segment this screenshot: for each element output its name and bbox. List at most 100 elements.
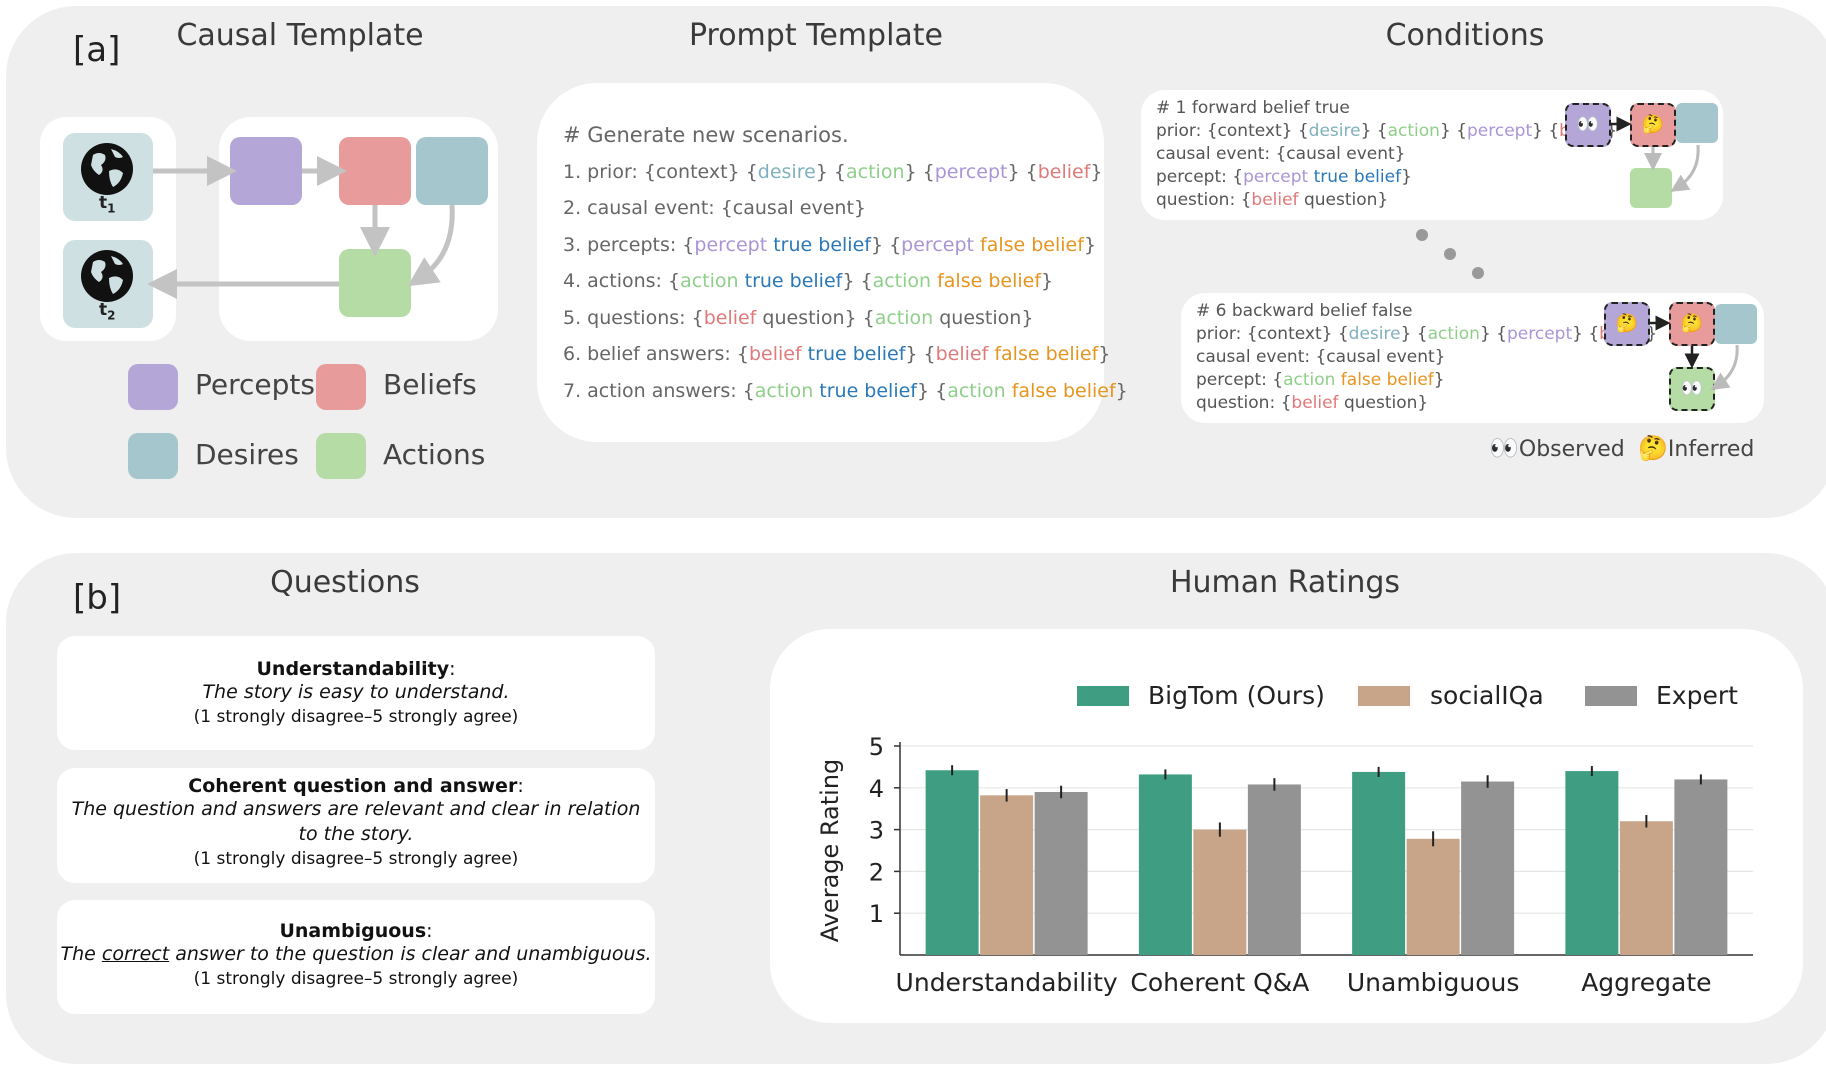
t2-label: t2 [99, 300, 116, 323]
inferred-thinking-icon: 🤔 [1615, 313, 1639, 334]
inferred-thinking-icon: 🤔 [1638, 434, 1668, 462]
legend-actions-label: Actions [383, 438, 486, 471]
condition-1-question: question: {belief question} [1156, 190, 1389, 210]
y-tick-label: 5 [869, 733, 884, 761]
legend-beliefs-swatch [316, 364, 366, 410]
x-tick-label: Coherent Q&A [1130, 968, 1309, 997]
legend-label-expert: Expert [1656, 681, 1738, 710]
ellipsis-dot [1472, 267, 1484, 279]
question-title: Coherent question and answer: [188, 775, 524, 797]
question-statement: The correct answer to the question is cl… [60, 943, 652, 965]
panel-a-tag: [a] [73, 30, 121, 70]
question-scale: (1 strongly disagree–5 strongly agree) [193, 849, 519, 869]
legend-beliefs-label: Beliefs [383, 368, 477, 401]
c6-belief-node: 🤔 [1669, 302, 1715, 346]
condition-1-percept: percept: {percept true belief} [1156, 167, 1412, 187]
prompt-line-7: 7. action answers: {action true belief} … [563, 379, 1128, 402]
bar [1461, 781, 1515, 955]
bar [1247, 784, 1301, 955]
c6-desire-node [1715, 304, 1757, 344]
x-tick-label: Unambiguous [1347, 968, 1520, 997]
prompt-line-2: 2. causal event: {causal event} [563, 197, 866, 219]
t1-label: t1 [99, 193, 116, 216]
question-title: Unambiguous: [279, 920, 433, 942]
prompt-line-6: 6. belief answers: {belief true belief} … [563, 343, 1111, 365]
observed-eyes-icon: 👀 [1576, 114, 1600, 135]
questions-title: Questions [270, 565, 420, 600]
prompt-line-1: 1. prior: {context} {desire} {action} {p… [563, 160, 1103, 183]
condition-6-percept: percept: {action false belief} [1196, 370, 1445, 390]
prompt-lines: # Generate new scenarios. 1. prior: {con… [563, 117, 1128, 409]
question-statement: The story is easy to understand. [202, 681, 510, 703]
bar [1138, 774, 1192, 955]
condition-1-header: # 1 forward belief true [1156, 98, 1350, 118]
bar [1352, 771, 1406, 955]
y-tick-label: 4 [869, 775, 884, 803]
beliefs-node [339, 137, 411, 205]
question-scale: (1 strongly disagree–5 strongly agree) [193, 707, 519, 727]
prompt-line-5: 5. questions: {belief question} {action … [563, 306, 1034, 329]
c6-arrows [1650, 315, 1739, 390]
causal-arrows [147, 156, 455, 299]
condition-1-causal: causal event: {causal event} [1156, 144, 1406, 164]
inferred-thinking-icon: 🤔 [1641, 114, 1665, 135]
x-tick-label: Understandability [896, 968, 1118, 997]
condition-6-card [1181, 293, 1764, 423]
question-title: Understandability: [256, 658, 456, 680]
condition-6-header: # 6 backward belief false [1196, 301, 1413, 321]
inferred-legend: 🤔Inferred [1638, 434, 1755, 462]
observed-eyes-icon: 👀 [1489, 434, 1519, 462]
c1-action-node [1630, 168, 1672, 208]
question-statement: The question and answers are relevant an… [71, 798, 641, 845]
question-card-coherent: Coherent question and answer: The questi… [57, 768, 655, 883]
legend-desires-label: Desires [195, 438, 299, 471]
bar [1619, 821, 1673, 955]
bar [1674, 779, 1728, 955]
legend-swatch-expert [1585, 686, 1637, 706]
legend-label-bigtom: BigTom (Ours) [1148, 681, 1325, 710]
percepts-node [230, 137, 302, 205]
globe-icon [79, 248, 135, 308]
prompt-card [537, 83, 1104, 442]
legend-swatch-bigtom [1077, 686, 1129, 706]
prompt-line-3: 3. percepts: {percept true belief} {perc… [563, 233, 1097, 256]
legend-swatch-socialiqa [1358, 686, 1410, 706]
condition-6-causal: causal event: {causal event} [1196, 347, 1446, 367]
conditions-title: Conditions [1385, 18, 1545, 53]
bar [1406, 838, 1460, 955]
bar [1565, 771, 1619, 955]
actions-node [339, 249, 411, 317]
c1-desire-node [1676, 103, 1718, 143]
question-scale: (1 strongly disagree–5 strongly agree) [193, 969, 519, 989]
x-tick-label: Aggregate [1581, 968, 1711, 997]
legend-percepts-swatch [128, 364, 178, 410]
legend-actions-swatch [316, 433, 366, 479]
condition-6-question: question: {belief question} [1196, 393, 1429, 413]
legend-percepts-label: Percepts [195, 368, 315, 401]
bar [1193, 829, 1247, 955]
y-tick-label: 1 [869, 900, 884, 928]
c6-percept-node: 🤔 [1604, 302, 1650, 346]
question-card-unambiguous: Unambiguous: The correct answer to the q… [57, 900, 655, 1014]
legend-label-socialiqa: socialIQa [1430, 681, 1544, 710]
prompt-line-4: 4. actions: {action true belief} {action… [563, 270, 1054, 292]
ellipsis-dot [1444, 248, 1456, 260]
condition-6-text: # 6 backward belief false prior: {contex… [1196, 300, 1657, 415]
inferred-thinking-icon: 🤔 [1680, 313, 1704, 334]
desires-node [416, 137, 488, 205]
bar [980, 795, 1034, 955]
condition-1-text: # 1 forward belief true prior: {context}… [1156, 97, 1617, 212]
prompt-header: # Generate new scenarios. [563, 123, 849, 147]
bar [925, 770, 979, 955]
c6-action-node: 👀 [1669, 367, 1715, 411]
prompt-template-title: Prompt Template [688, 18, 944, 53]
y-tick-label: 2 [869, 858, 884, 886]
ellipsis-dot [1416, 229, 1428, 241]
observed-eyes-icon: 👀 [1680, 378, 1704, 399]
y-axis-label: Average Rating [816, 759, 844, 943]
c1-arrows [1610, 116, 1700, 192]
condition-1-card [1141, 90, 1723, 220]
observed-legend: 👀Observed [1489, 434, 1625, 462]
y-tick-label: 3 [869, 817, 884, 845]
